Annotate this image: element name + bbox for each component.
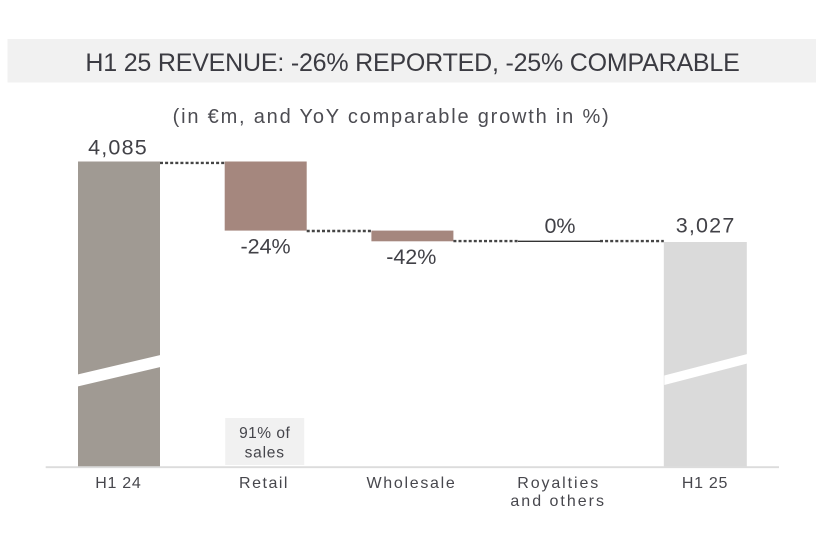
svg-text:Retail: Retail [239, 475, 289, 492]
svg-text:and others: and others [510, 493, 606, 510]
svg-text:Wholesale: Wholesale [366, 475, 456, 492]
svg-text:sales: sales [245, 445, 285, 462]
svg-text:H1 25: H1 25 [682, 475, 728, 492]
svg-text:3,027: 3,027 [676, 213, 736, 237]
svg-text:-24%: -24% [240, 234, 290, 258]
svg-text:-42%: -42% [386, 245, 436, 269]
svg-text:H1 25 REVENUE: -26% REPORTED,: H1 25 REVENUE: -26% REPORTED, -25% COMPA… [85, 49, 739, 77]
svg-text:91% of: 91% of [239, 425, 290, 442]
svg-text:H1 24: H1 24 [95, 475, 141, 492]
svg-text:(in €m, and YoY comparable gro: (in €m, and YoY comparable growth in %) [173, 106, 611, 128]
svg-text:0%: 0% [544, 214, 575, 238]
svg-text:4,085: 4,085 [88, 136, 148, 160]
svg-text:Royalties: Royalties [517, 475, 600, 492]
